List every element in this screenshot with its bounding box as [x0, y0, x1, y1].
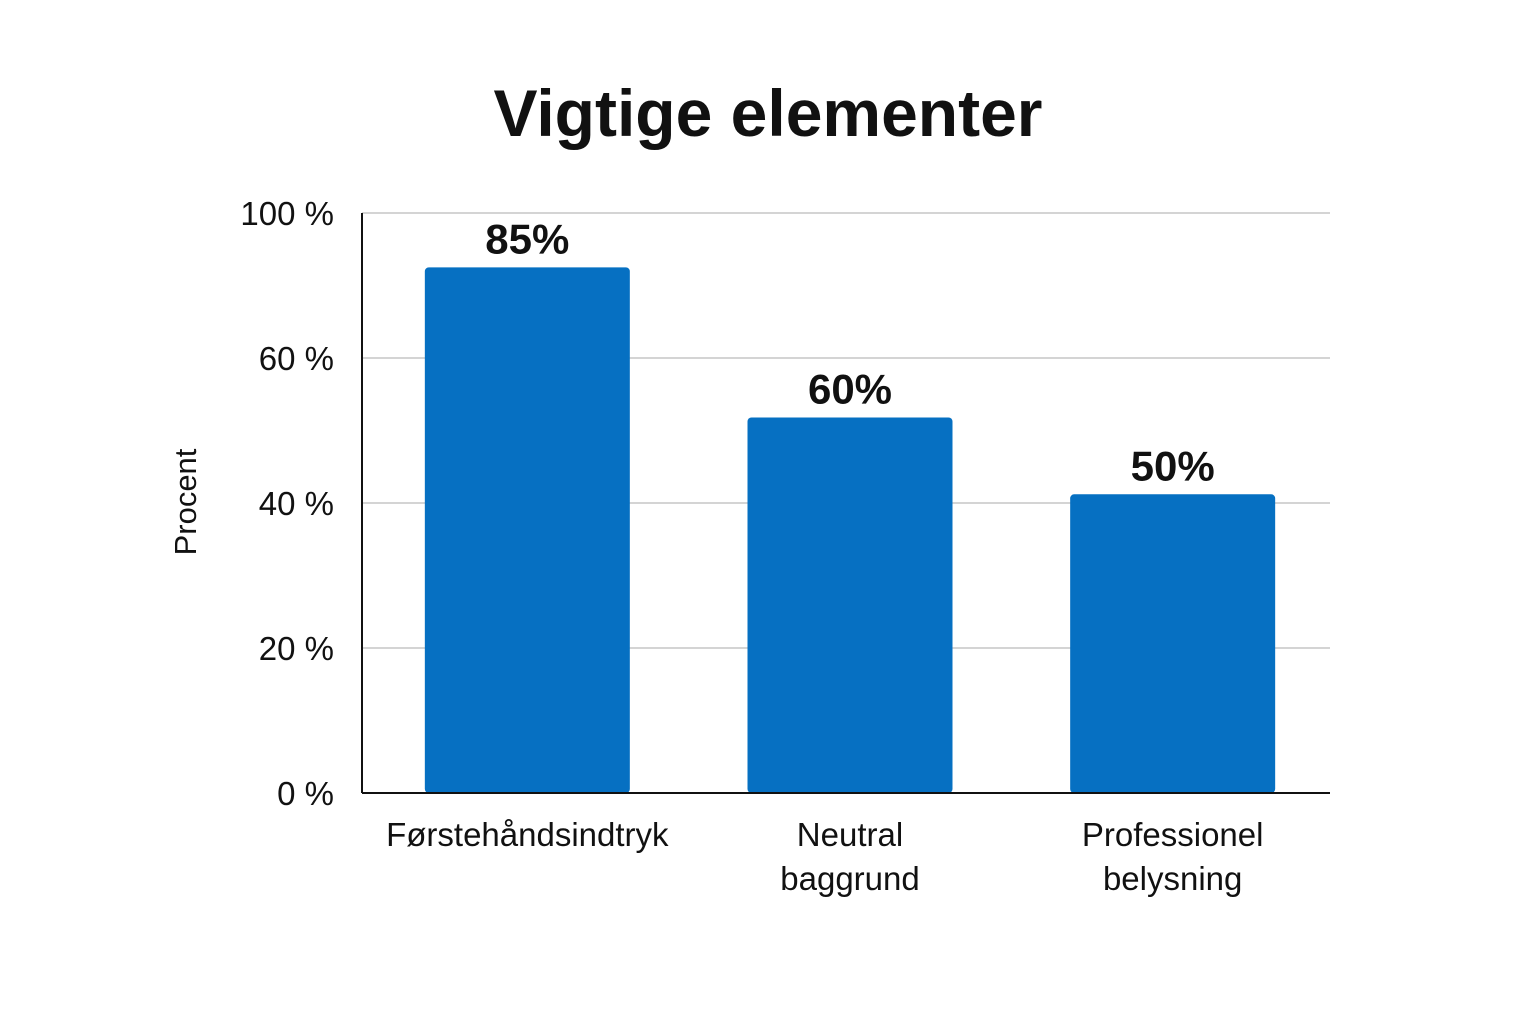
y-tick-label: 60 %: [259, 340, 334, 377]
bar: [747, 417, 953, 793]
y-axis-ticks: 0 % 20 % 40 % 60 % 100 %: [240, 195, 334, 812]
data-label: 85%: [485, 215, 569, 262]
y-tick-label: 100 %: [240, 195, 334, 232]
x-category-label-line: Professionel: [1082, 816, 1264, 853]
y-tick-label: 40 %: [259, 485, 334, 522]
y-tick-label: 0 %: [277, 775, 334, 812]
x-category-label-line: baggrund: [780, 860, 919, 897]
bars: [424, 267, 1276, 793]
bar: [1070, 494, 1276, 793]
x-category-label: Professionel belysning: [1082, 816, 1264, 897]
data-label: 60%: [808, 365, 892, 412]
data-label: 50%: [1131, 442, 1215, 489]
x-category-label: Førstehåndsindtryk: [386, 816, 669, 853]
chart-title: Vigtige elementer: [494, 76, 1043, 150]
y-axis-label: Procent: [168, 448, 203, 555]
x-category-label-line: Førstehåndsindtryk: [386, 816, 669, 853]
y-tick-label: 20 %: [259, 630, 334, 667]
data-labels: 85% 60% 50%: [485, 215, 1214, 489]
x-axis-categories: Førstehåndsindtryk Neutral baggrund Profess…: [386, 816, 1263, 897]
x-category-label: Neutral baggrund: [780, 816, 919, 897]
bar: [424, 267, 630, 793]
x-category-label-line: belysning: [1103, 860, 1242, 897]
x-category-label-line: Neutral: [797, 816, 903, 853]
